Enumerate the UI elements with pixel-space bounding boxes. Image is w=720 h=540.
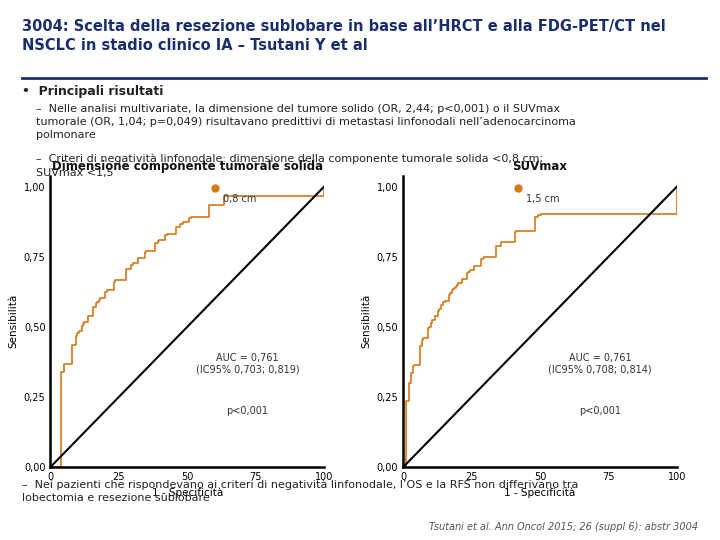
Text: 1,5 cm: 1,5 cm [526, 194, 560, 204]
Text: 3004: Scelta della resezione sublobare in base all’HRCT e alla FDG-PET/CT nel
NS: 3004: Scelta della resezione sublobare i… [22, 19, 665, 53]
Text: p<0,001: p<0,001 [226, 406, 269, 416]
Text: AUC = 0,761
(IC95% 0,703; 0,819): AUC = 0,761 (IC95% 0,703; 0,819) [196, 353, 300, 374]
X-axis label: 1 - Specificità: 1 - Specificità [505, 488, 575, 498]
Text: •  Principali risultati: • Principali risultati [22, 85, 163, 98]
Text: 0,8 cm: 0,8 cm [222, 194, 256, 204]
Text: AUC = 0,761
(IC95% 0,708; 0,814): AUC = 0,761 (IC95% 0,708; 0,814) [549, 353, 652, 374]
X-axis label: 1 - Specificità: 1 - Specificità [152, 488, 222, 498]
Text: p<0,001: p<0,001 [579, 406, 621, 416]
Text: –  Nei pazienti che rispondevano ai criteri di negatività linfonodale, l’OS e la: – Nei pazienti che rispondevano ai crite… [22, 480, 578, 503]
Y-axis label: Sensibilità: Sensibilità [8, 294, 18, 348]
Y-axis label: Sensibilità: Sensibilità [361, 294, 371, 348]
Text: –  Criteri di negatività linfonodale: dimensione della componente tumorale solid: – Criteri di negatività linfonodale: dim… [36, 154, 543, 178]
Text: –  Nelle analisi multivariate, la dimensione del tumore solido (OR, 2,44; p<0,00: – Nelle analisi multivariate, la dimensi… [36, 104, 576, 140]
Title: SUVmax: SUVmax [513, 160, 567, 173]
Title: Dimensione componente tumorale solida: Dimensione componente tumorale solida [52, 160, 323, 173]
Text: Tsutani et al. Ann Oncol 2015; 26 (suppl 6): abstr 3004: Tsutani et al. Ann Oncol 2015; 26 (suppl… [429, 522, 698, 532]
